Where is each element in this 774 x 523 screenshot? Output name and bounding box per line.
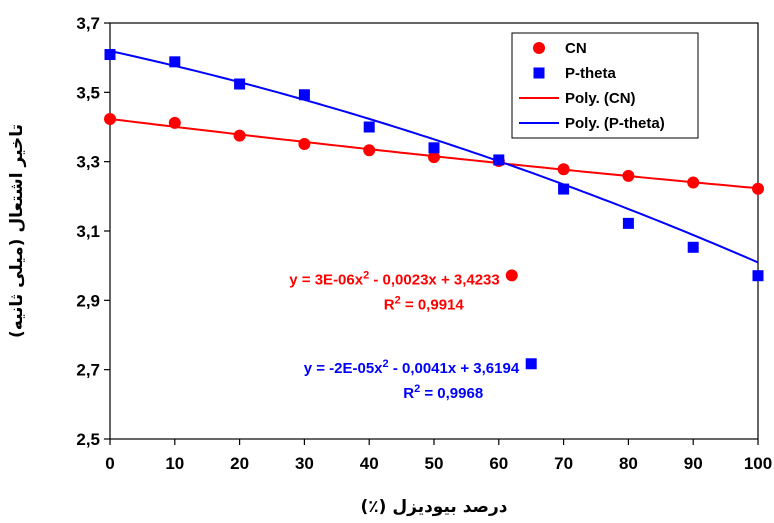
equation-exponent: 2 [363,269,369,281]
equation-exponent: 2 [383,358,389,370]
y-axis-title: تاخیر اشتعال (میلی ثانیه) [7,124,27,338]
r-squared: R2 = 0,9914 [384,294,465,313]
data-point-square [234,78,246,90]
y-tick-label: 2,5 [76,430,100,449]
r-squared: R2 = 0,9968 [403,383,483,402]
data-point-circle [298,137,311,150]
data-point-circle [622,169,635,182]
trendline-equation: y = 3E-06x2 - 0,0023x + 3,4233 [289,269,499,288]
r-squared-exponent: 2 [414,383,420,395]
legend-label: CN [565,40,587,57]
y-tick-label: 2,9 [76,291,100,310]
x-axis-title: درصد بیودیزل (٪) [361,497,508,517]
r-squared-text: R [403,385,414,402]
legend: CN P-theta Poly. (CN) Poly. (P-theta) [511,32,699,139]
y-tick-label: 3,5 [76,83,100,102]
x-tick-label: 0 [105,454,114,473]
legend-label: Poly. (P-theta) [565,115,665,132]
data-point-square [622,217,634,229]
legend-label: P-theta [565,65,616,82]
x-tick-label: 60 [489,454,508,473]
y-axis-ticks: 2,5 2,7 2,9 3,1 3,3 3,5 3,7 [76,14,110,449]
x-tick-label: 20 [230,454,249,473]
x-tick-label: 70 [554,454,573,473]
trendline [109,49,759,264]
data-point-circle [363,144,376,157]
y-tick-label: 3,7 [76,14,100,33]
r-squared-exponent: 2 [395,294,401,306]
data-point-circle [233,129,246,142]
equation-text: y = -2E-05x [304,360,383,377]
y-tick-label: 3,1 [76,222,100,241]
x-axis-ticks: 0 10 20 30 40 50 60 70 80 90 100 [105,439,772,473]
trendline-equation: y = -2E-05x2 - 0,0041x + 3,6194 [304,358,520,377]
data-point-circle [687,176,700,189]
y-tick-label: 2,7 [76,361,100,380]
data-point-square [493,154,505,166]
data-point-square [752,270,764,282]
annotation-marker [525,358,537,370]
data-points [104,49,764,282]
x-tick-label: 10 [165,454,184,473]
x-tick-label: 40 [360,454,379,473]
data-point-circle [428,151,440,164]
x-tick-label: 50 [425,454,444,473]
data-point-square [687,241,699,253]
data-point-circle [557,163,570,176]
legend-marker [533,42,545,54]
legend-marker [533,67,545,79]
x-tick-label: 30 [295,454,314,473]
x-tick-label: 100 [744,454,772,473]
x-tick-label: 90 [684,454,703,473]
data-point-circle [104,113,116,126]
r-squared-text: R [384,296,395,313]
data-point-square [298,89,310,101]
annotation-marker [505,269,518,282]
r-squared-text: = 0,9914 [401,296,465,313]
data-point-square [428,142,440,154]
data-point-square [104,49,116,61]
equation-text: - 0,0023x + 3,4233 [369,271,500,288]
legend-label: Poly. (CN) [565,90,636,107]
data-point-circle [168,116,181,129]
x-tick-label: 80 [619,454,638,473]
data-point-square [363,121,375,133]
equation-text: y = 3E-06x [289,271,363,288]
data-point-square [558,183,570,195]
y-tick-label: 3,3 [76,153,100,172]
r-squared-text: = 0,9968 [420,385,483,402]
data-point-circle [752,182,764,195]
equation-text: - 0,0041x + 3,6194 [389,360,520,377]
data-point-square [169,56,181,68]
